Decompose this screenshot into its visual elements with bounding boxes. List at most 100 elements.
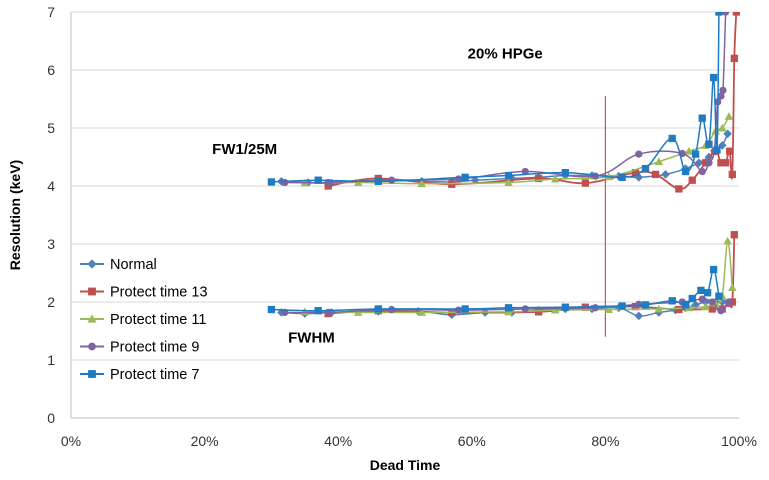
annotation-fw25m: FW1/25M [212, 141, 277, 158]
data-point [717, 92, 725, 100]
data-point [521, 305, 529, 313]
axis-lines [70, 12, 739, 419]
data-point [534, 308, 543, 316]
data-point [635, 300, 643, 308]
data-point [654, 304, 664, 313]
tick-labels: 0 1 2 3 4 5 6 7 0% 20% 40% 60% 80% 100% [47, 4, 757, 449]
annotations: 20% HPGe FW1/25M FWHM [212, 45, 543, 346]
legend-label: Protect time 11 [110, 312, 206, 328]
x-tick-label: 100% [721, 433, 757, 449]
data-point [723, 129, 732, 139]
legend: Normal Protect time 13 Protect time 11 Prot… [80, 257, 208, 383]
data-point [691, 150, 700, 158]
legend-item: Protect time 13 [80, 285, 208, 301]
legend-item: Protect time 9 [80, 340, 199, 356]
data-point [561, 303, 569, 311]
data-point [635, 150, 643, 158]
data-point [728, 170, 736, 179]
y-tick-label: 4 [47, 178, 55, 194]
data-point [581, 179, 590, 187]
y-tick-label: 2 [47, 294, 55, 310]
data-point [713, 146, 721, 154]
data-point [654, 157, 664, 166]
y-tick-label: 7 [47, 4, 55, 20]
x-axis-title: Dead Time [370, 457, 441, 473]
data-point [604, 305, 614, 313]
plot-series [267, 12, 740, 321]
data-point [470, 175, 480, 185]
data-point [697, 286, 705, 295]
y-tick-label: 5 [47, 120, 55, 136]
legend-label: Protect time 13 [110, 285, 208, 301]
data-point [705, 140, 713, 148]
data-point [724, 112, 734, 120]
data-point [661, 170, 670, 179]
y-tick-label: 0 [47, 410, 55, 426]
data-point [651, 170, 660, 179]
annotation-hpge: 20% HPGe [468, 45, 543, 62]
data-point [675, 305, 683, 314]
x-tick-label: 0% [61, 433, 81, 449]
data-point [591, 304, 600, 312]
data-point [591, 172, 600, 180]
data-point [723, 236, 732, 245]
data-point [631, 169, 640, 177]
data-point [719, 86, 727, 94]
data-point [551, 174, 560, 183]
data-point [709, 73, 718, 82]
data-point [417, 308, 426, 316]
legend-label: Protect time 9 [110, 340, 199, 356]
legend-marker [87, 314, 97, 323]
data-point [725, 298, 733, 306]
data-point [709, 265, 718, 274]
data-point [675, 185, 683, 193]
data-point [314, 307, 322, 315]
data-point [718, 123, 727, 132]
data-point [534, 174, 543, 183]
data-point [698, 167, 706, 176]
data-point [681, 167, 690, 176]
x-tick-label: 80% [591, 433, 619, 449]
data-point [267, 178, 276, 186]
data-point [281, 178, 289, 187]
data-point [668, 134, 676, 143]
data-point [668, 297, 676, 305]
data-point [461, 173, 469, 181]
data-point [374, 177, 382, 186]
data-point [698, 295, 706, 303]
data-point [705, 159, 713, 167]
data-point [504, 178, 513, 186]
data-point [725, 147, 734, 155]
data-point [688, 176, 696, 184]
data-point [631, 302, 640, 311]
data-point [314, 176, 322, 184]
data-point [717, 307, 725, 315]
data-point [454, 306, 463, 314]
data-point [728, 283, 737, 291]
data-point [387, 176, 396, 184]
data-point [688, 294, 696, 303]
data-point [618, 302, 626, 310]
x-tick-label: 20% [191, 433, 219, 449]
data-point [561, 169, 569, 177]
data-point [717, 159, 725, 167]
data-point [374, 305, 382, 313]
legend-label: Normal [110, 257, 157, 273]
data-point [681, 301, 690, 309]
data-point [708, 305, 716, 313]
data-point [721, 12, 730, 16]
data-point [684, 146, 694, 155]
data-point [730, 231, 738, 239]
data-point [454, 175, 463, 183]
data-point [708, 298, 716, 306]
data-point [721, 159, 730, 167]
legend-item: Protect time 11 [80, 312, 206, 328]
data-point [267, 305, 276, 314]
data-point [504, 171, 513, 180]
data-point [521, 167, 529, 176]
data-point [641, 164, 650, 173]
data-point [698, 114, 706, 122]
legend-item: Normal [80, 257, 157, 273]
data-point [618, 173, 626, 181]
